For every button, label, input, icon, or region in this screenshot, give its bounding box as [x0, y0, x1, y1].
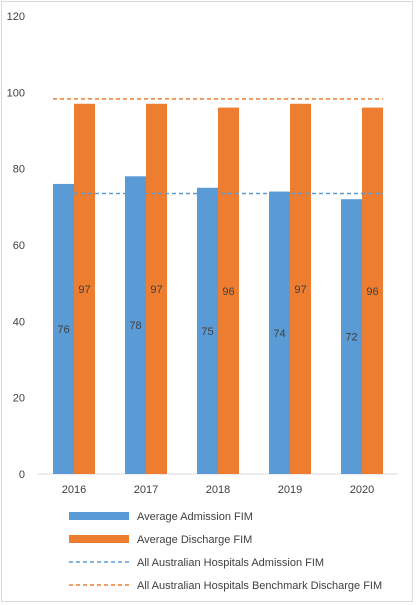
- discharge-data-label: 97: [294, 284, 306, 296]
- y-tick-label: 40: [13, 316, 25, 328]
- discharge-bar: [362, 107, 383, 474]
- admission-bar: [53, 183, 74, 474]
- y-axis: 0 20 40 60 80 100 120: [7, 11, 25, 481]
- reference-lines: [53, 98, 383, 195]
- x-tick-label: 2018: [206, 484, 230, 496]
- admission-bar: [341, 199, 362, 474]
- y-tick-label: 80: [13, 164, 25, 176]
- discharge-data-label: 96: [366, 286, 378, 298]
- discharge-data-label: 97: [78, 284, 90, 296]
- bars: [53, 103, 383, 475]
- x-tick-label: 2016: [62, 484, 86, 496]
- x-tick-label: 2019: [278, 484, 302, 496]
- y-tick-label: 0: [19, 469, 25, 481]
- discharge-data-label: 97: [150, 284, 162, 296]
- legend-swatch: [69, 535, 129, 543]
- admission-bar: [269, 191, 290, 475]
- admission-data-label: 78: [129, 320, 141, 332]
- data-labels: 76 97 78 97 75 96 74 97 72 96: [57, 284, 378, 344]
- legend-label: All Australian Hospitals Benchmark Disch…: [137, 580, 382, 592]
- discharge-bar: [74, 103, 95, 475]
- admission-data-label: 76: [57, 324, 69, 336]
- y-tick-label: 20: [13, 393, 25, 405]
- admission-bar: [197, 187, 218, 474]
- legend-label: Average Admission FIM: [137, 511, 253, 523]
- legend: Average Admission FIM Average Discharge F…: [69, 511, 382, 592]
- y-tick-label: 100: [7, 87, 25, 99]
- legend-swatch: [69, 512, 129, 520]
- discharge-data-label: 96: [222, 286, 234, 298]
- discharge-bar: [146, 103, 167, 475]
- legend-label: All Australian Hospitals Admission FIM: [137, 557, 324, 569]
- y-tick-label: 120: [7, 11, 25, 23]
- discharge-bar: [290, 103, 311, 475]
- admission-data-label: 72: [345, 332, 357, 344]
- discharge-bar: [218, 107, 239, 474]
- admission-bar: [125, 176, 146, 475]
- y-tick-label: 60: [13, 240, 25, 252]
- x-tick-label: 2017: [134, 484, 158, 496]
- x-axis-ticks: 2016 2017 2018 2019 2020: [62, 484, 374, 496]
- admission-data-label: 75: [201, 326, 213, 338]
- x-tick-label: 2020: [350, 484, 374, 496]
- legend-label: Average Discharge FIM: [137, 534, 252, 546]
- admission-data-label: 74: [273, 328, 285, 340]
